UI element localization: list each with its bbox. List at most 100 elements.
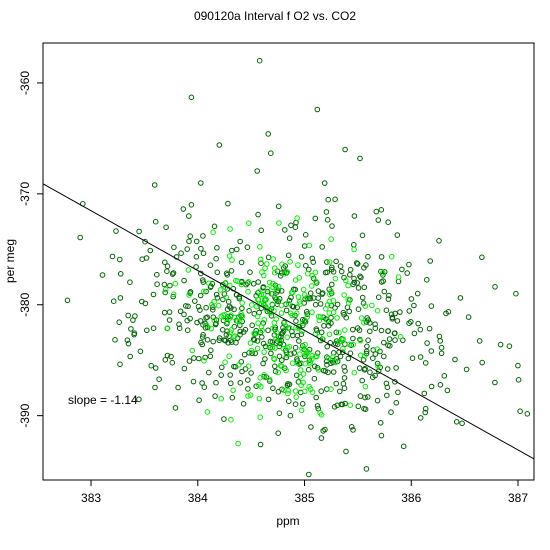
- scatter-point: [427, 258, 434, 264]
- scatter-point: [374, 397, 381, 404]
- scatter-point: [302, 232, 309, 238]
- scatter-point: [422, 409, 429, 416]
- scatter-point: [307, 359, 314, 365]
- scatter-point: [297, 351, 303, 358]
- scatter-point: [270, 284, 276, 291]
- scatter-point: [208, 347, 214, 354]
- scatter-point: [193, 253, 200, 260]
- scatter-point: [279, 261, 285, 268]
- scatter-point: [203, 304, 209, 311]
- scatter-point: [258, 291, 265, 298]
- scatter-point: [221, 337, 228, 343]
- scatter-point: [295, 262, 301, 268]
- scatter-point: [375, 217, 382, 223]
- scatter-point: [266, 279, 273, 286]
- scatter-point: [197, 318, 204, 324]
- scatter-point: [374, 346, 381, 353]
- scatter-point: [367, 369, 373, 376]
- scatter-point: [200, 279, 207, 285]
- scatter-point: [453, 419, 460, 425]
- scatter-point: [188, 202, 195, 208]
- scatter-point: [162, 259, 168, 266]
- scatter-point: [408, 296, 415, 302]
- scatter-point: [326, 259, 333, 265]
- scatter-point: [324, 302, 331, 308]
- scatter-point: [181, 311, 187, 318]
- scatter-point: [337, 263, 344, 270]
- scatter-point: [213, 379, 219, 386]
- scatter-point: [328, 236, 335, 242]
- scatter-point: [269, 344, 276, 351]
- scatter-point: [341, 311, 347, 318]
- scatter-point: [169, 271, 176, 277]
- scatter-point: [289, 312, 295, 319]
- scatter-point: [342, 368, 348, 374]
- scatter-point: [175, 384, 181, 391]
- scatter-point: [346, 341, 353, 348]
- scatter-point: [237, 328, 243, 335]
- scatter-point: [162, 286, 169, 293]
- scatter-point: [479, 254, 485, 261]
- scatter-point: [341, 292, 347, 298]
- scatter-point: [342, 341, 348, 347]
- scatter-point: [355, 325, 361, 331]
- scatter-point: [245, 220, 252, 227]
- scatter-point: [237, 238, 243, 245]
- scatter-point: [259, 327, 265, 334]
- scatter-point: [229, 247, 235, 254]
- scatter-point: [170, 270, 177, 276]
- plot-frame: [42, 42, 535, 481]
- scatter-point: [417, 326, 424, 333]
- scatter-point: [394, 318, 401, 324]
- scatter-point: [404, 270, 411, 276]
- scatter-point: [283, 307, 290, 314]
- scatter-point: [506, 343, 513, 350]
- scatter-point: [264, 286, 271, 292]
- scatter-point: [200, 332, 206, 338]
- scatter-point: [321, 323, 327, 329]
- scatter-point: [265, 327, 271, 334]
- scatter-point: [327, 291, 333, 298]
- scatter-point: [313, 327, 320, 334]
- scatter-point: [208, 325, 214, 332]
- scatter-point: [282, 227, 288, 233]
- scatter-point: [385, 296, 392, 302]
- scatter-point: [239, 305, 245, 312]
- scatter-points: [64, 57, 531, 478]
- scatter-point: [362, 394, 368, 401]
- scatter-point: [177, 308, 184, 315]
- scatter-point: [276, 353, 283, 360]
- scatter-point: [378, 432, 385, 439]
- scatter-point: [109, 253, 116, 260]
- scatter-point: [375, 294, 382, 301]
- y-tick-label: -370: [18, 182, 32, 206]
- scatter-point: [362, 383, 369, 390]
- scatter-point: [199, 334, 206, 340]
- scatter-point: [256, 382, 262, 388]
- scatter-point: [285, 390, 291, 397]
- scatter-point: [301, 243, 308, 249]
- scatter-point: [307, 290, 314, 297]
- scatter-point: [286, 235, 293, 241]
- scatter-point: [204, 314, 210, 321]
- scatter-point: [276, 410, 283, 417]
- scatter-point: [273, 335, 279, 342]
- scatter-point: [239, 300, 245, 306]
- scatter-point: [311, 363, 318, 370]
- scatter-point: [272, 345, 278, 351]
- scatter-point: [245, 386, 251, 392]
- scatter-point: [351, 279, 358, 286]
- scatter-point: [309, 255, 316, 262]
- scatter-point: [248, 347, 255, 354]
- scatter-point: [171, 244, 177, 251]
- scatter-point: [330, 297, 337, 304]
- scatter-point: [183, 303, 189, 309]
- scatter-point: [345, 355, 352, 362]
- y-axis-label: per meg: [3, 239, 17, 283]
- scatter-point: [278, 363, 285, 370]
- scatter-point: [378, 254, 385, 260]
- scatter-point: [152, 365, 159, 371]
- scatter-point: [452, 356, 458, 363]
- scatter-point: [286, 297, 293, 304]
- scatter-point: [169, 359, 176, 366]
